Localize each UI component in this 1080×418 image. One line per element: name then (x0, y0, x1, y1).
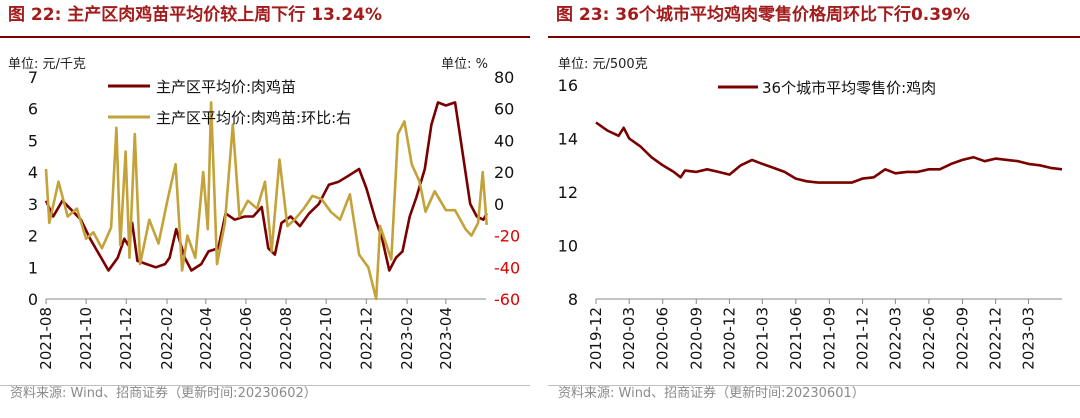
x-tick-label: 2019-12 (587, 307, 605, 370)
y-tick-label: 10 (558, 237, 578, 256)
y-tick-label-left: 2 (28, 227, 38, 246)
y-tick-label-left: 5 (28, 131, 38, 150)
source-divider (0, 385, 530, 386)
x-tick-label: 2023-03 (1019, 307, 1037, 370)
series-line-1 (595, 121, 1063, 184)
chart-source-note: 资料来源: Wind、招商证券（更新时间:20230601） (558, 386, 865, 401)
y-tick-label-left: 1 (28, 258, 38, 277)
chart-title: 图 22: 主产区肉鸡苗平均价较上周下行 13.24% (8, 5, 383, 25)
y-tick-label-right: -20 (494, 227, 520, 246)
unit-label-right: 单位: % (441, 57, 488, 72)
x-tick-label: 2023-04 (437, 307, 455, 370)
y-tick-label-left: 7 (28, 68, 38, 87)
source-divider (548, 385, 1080, 386)
x-tick-label: 2022-06 (237, 307, 255, 370)
x-tick-label: 2022-04 (197, 307, 215, 370)
chart-plot-chick-price: 单位: 元/千克 单位: % 0 1 2 3 4 5 6 7 -60 -40 -20 0 20 40 60 80 2… (8, 57, 520, 370)
legend-label-2: 主产区平均价:肉鸡苗:环比:右 (156, 109, 351, 127)
title-divider (0, 36, 530, 38)
chart-source-note: 资料来源: Wind、招商证券（更新时间:20230602） (10, 386, 317, 401)
y-tick-label-right: 60 (494, 100, 514, 119)
x-tick-label: 2021-12 (854, 307, 872, 370)
x-tick-label: 2021-06 (787, 307, 805, 370)
y-tick-label-right: -60 (494, 290, 520, 309)
unit-label-left: 单位: 元/千克 (8, 57, 86, 72)
x-tick-label: 2021-10 (77, 307, 95, 370)
y-tick-label-right: 20 (494, 163, 514, 182)
x-tick-label: 2022-12 (987, 307, 1005, 370)
x-tick-label: 2022-08 (277, 307, 295, 370)
x-tick-label: 2022-10 (317, 307, 335, 370)
x-tick-label: 2022-03 (886, 307, 904, 370)
y-tick-label-right: 40 (494, 131, 514, 150)
x-tick-label: 2021-12 (117, 307, 135, 370)
chart-panel-retail-price: 图 23: 36个城市平均鸡肉零售价格周环比下行0.39% 单位: 元/500克… (548, 0, 1080, 418)
x-tick-label: 2021-08 (37, 307, 55, 370)
y-tick-label-left: 3 (28, 195, 38, 214)
y-tick-label-left: 4 (28, 163, 38, 182)
legend-label-1: 36个城市平均零售价:鸡肉 (762, 79, 936, 97)
y-tick-label-right: 0 (494, 195, 504, 214)
y-tick-label: 12 (558, 183, 578, 202)
y-tick-label: 16 (558, 76, 578, 95)
x-tick-label: 2020-12 (720, 307, 738, 370)
x-tick-label: 2023-02 (398, 307, 416, 370)
x-tick-label: 2022-12 (357, 307, 375, 370)
chart-panel-chick-price: 图 22: 主产区肉鸡苗平均价较上周下行 13.24% 单位: 元/千克 单位: … (0, 0, 530, 418)
legend-label-1: 主产区平均价:肉鸡苗 (156, 78, 296, 96)
y-tick-label: 14 (558, 130, 578, 149)
x-tick-label: 2020-09 (687, 307, 705, 370)
y-tick-label-right: 80 (494, 68, 514, 87)
x-tick-label: 2022-09 (953, 307, 971, 370)
y-tick-label-left: 0 (28, 290, 38, 309)
x-tick-label: 2020-03 (620, 307, 638, 370)
x-tick-label: 2021-03 (753, 307, 771, 370)
x-tick-label: 2020-06 (654, 307, 672, 370)
y-tick-label-right: -40 (494, 258, 520, 277)
y-tick-label: 8 (568, 290, 578, 309)
title-divider (548, 36, 1080, 38)
y-tick-label-left: 6 (28, 100, 38, 119)
chart-plot-retail-price: 单位: 元/500克 8 10 12 14 16 2019-12 2020-03 2020-06… (558, 57, 1063, 370)
x-tick-label: 2022-06 (920, 307, 938, 370)
chart-title: 图 23: 36个城市平均鸡肉零售价格周环比下行0.39% (556, 5, 970, 25)
series-line-1 (44, 101, 488, 272)
unit-label-left: 单位: 元/500克 (558, 57, 648, 72)
x-tick-label: 2021-09 (820, 307, 838, 370)
series-line-2 (44, 101, 488, 301)
x-tick-label: 2022-02 (158, 307, 176, 370)
